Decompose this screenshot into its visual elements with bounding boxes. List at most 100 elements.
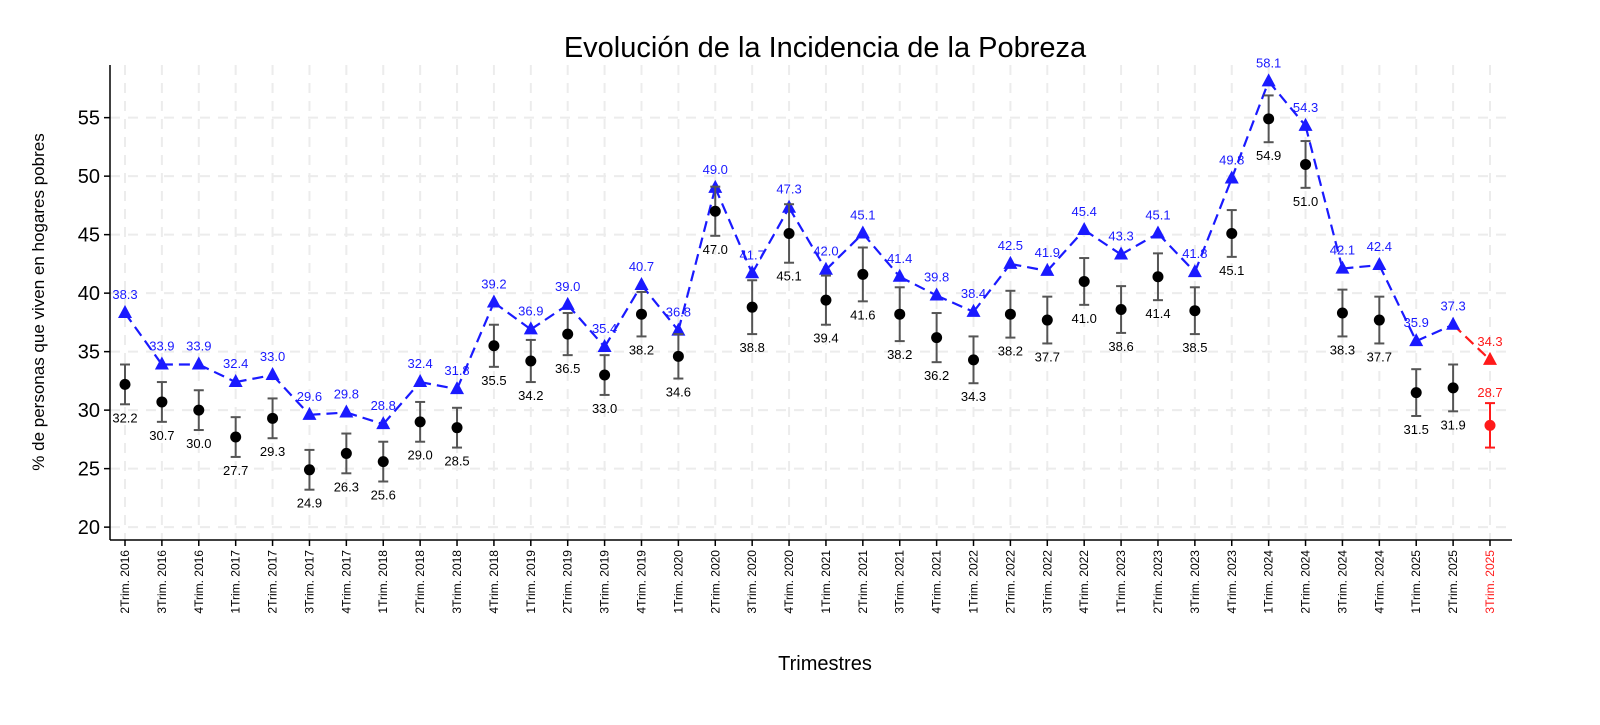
triangle-marker bbox=[1298, 117, 1313, 131]
x-tick-label: 2Trim. 2025 bbox=[1446, 550, 1460, 614]
x-tick-label: 2Trim. 2016 bbox=[118, 550, 132, 614]
triangle-marker bbox=[486, 294, 501, 308]
y-tick-label: 35 bbox=[78, 342, 100, 364]
point-marker bbox=[672, 350, 684, 362]
point-marker bbox=[968, 354, 980, 366]
x-tick-label: 1Trim. 2024 bbox=[1262, 550, 1276, 614]
data-label-blue: 33.0 bbox=[260, 349, 285, 364]
point-marker bbox=[1041, 314, 1053, 326]
x-tick-label: 2Trim. 2022 bbox=[1003, 550, 1017, 614]
data-label-black: 45.1 bbox=[776, 269, 801, 284]
data-label-blue: 38.3 bbox=[112, 287, 137, 302]
point-marker bbox=[1263, 113, 1275, 125]
point-marker bbox=[1152, 271, 1164, 283]
data-label-blue: 28.8 bbox=[371, 398, 396, 413]
triangle-marker bbox=[1372, 257, 1387, 271]
triangle-marker bbox=[523, 321, 538, 335]
x-tick-label: 3Trim. 2025 bbox=[1483, 550, 1497, 614]
series-line-segment bbox=[382, 381, 421, 425]
data-label-black: 31.5 bbox=[1404, 422, 1429, 437]
triangle-marker bbox=[966, 303, 981, 317]
point-marker bbox=[488, 340, 500, 352]
data-label-blue: 32.4 bbox=[407, 356, 432, 371]
series-line-segment bbox=[456, 302, 495, 390]
point-marker bbox=[783, 227, 795, 239]
series-line-segment bbox=[346, 411, 384, 426]
data-label-black: 38.5 bbox=[1182, 340, 1207, 355]
triangle-marker bbox=[597, 338, 612, 352]
data-label-black: 28.5 bbox=[444, 454, 469, 469]
data-label-black: 38.3 bbox=[1330, 342, 1355, 357]
data-label-black: 29.3 bbox=[260, 444, 285, 459]
data-label-blue: 34.3 bbox=[1477, 334, 1502, 349]
triangle-marker bbox=[265, 367, 280, 381]
data-label-blue: 39.8 bbox=[924, 269, 949, 284]
point-marker bbox=[1189, 305, 1201, 317]
data-label-blue: 33.9 bbox=[149, 339, 174, 354]
series-line-segment bbox=[309, 411, 347, 416]
x-tick-label: 3Trim. 2024 bbox=[1335, 550, 1349, 614]
triangle-marker bbox=[855, 225, 870, 239]
data-label-black: 36.2 bbox=[924, 368, 949, 383]
data-label-blue: 40.7 bbox=[629, 259, 654, 274]
x-tick-label: 1Trim. 2017 bbox=[229, 550, 243, 614]
triangle-marker bbox=[1114, 246, 1129, 260]
point-marker bbox=[1447, 382, 1459, 394]
data-label-blue: 29.6 bbox=[297, 389, 322, 404]
triangle-marker bbox=[1224, 170, 1239, 184]
series-line-segment bbox=[1452, 323, 1491, 361]
x-tick-label: 3Trim. 2020 bbox=[745, 550, 759, 614]
data-label-black: 35.5 bbox=[481, 373, 506, 388]
data-label-black: 32.2 bbox=[112, 410, 137, 425]
x-tick-label: 1Trim. 2022 bbox=[967, 550, 981, 614]
x-tick-label: 2Trim. 2017 bbox=[266, 550, 280, 614]
data-label-blue: 58.1 bbox=[1256, 55, 1281, 70]
data-label-black: 30.0 bbox=[186, 436, 211, 451]
x-tick-label: 4Trim. 2018 bbox=[487, 550, 501, 614]
x-tick-label: 1Trim. 2023 bbox=[1114, 550, 1128, 614]
series-line-segment bbox=[603, 284, 643, 348]
data-label-blue: 39.2 bbox=[481, 277, 506, 292]
series-line-segment bbox=[419, 380, 458, 391]
data-label-blue: 42.5 bbox=[998, 238, 1023, 253]
data-label-blue: 49.0 bbox=[703, 162, 728, 177]
point-marker bbox=[562, 328, 574, 340]
point-marker bbox=[857, 268, 869, 280]
x-tick-label: 1Trim. 2019 bbox=[524, 550, 538, 614]
data-label-black: 34.6 bbox=[666, 385, 691, 400]
data-label-black: 29.0 bbox=[407, 448, 432, 463]
triangle-marker bbox=[1187, 264, 1202, 278]
series-line-segment bbox=[788, 207, 827, 271]
triangle-marker bbox=[450, 381, 465, 395]
y-tick-label: 25 bbox=[78, 459, 100, 481]
series-line-segment bbox=[1010, 262, 1048, 272]
x-tick-label: 4Trim. 2024 bbox=[1372, 550, 1386, 614]
series-line-segment bbox=[825, 232, 864, 271]
triangle-marker bbox=[154, 356, 169, 370]
data-label-blue: 45.1 bbox=[1145, 207, 1170, 222]
series-line-segment bbox=[566, 304, 606, 348]
series-line-segment bbox=[751, 207, 791, 274]
series-line-segment bbox=[1304, 125, 1344, 269]
data-label-black: 39.4 bbox=[813, 331, 838, 346]
data-label-black: 37.7 bbox=[1035, 349, 1060, 364]
x-tick-label: 1Trim. 2025 bbox=[1409, 550, 1423, 614]
y-tick-label: 45 bbox=[78, 225, 100, 247]
series-line-segment bbox=[936, 294, 974, 313]
data-label-black: 38.6 bbox=[1108, 339, 1133, 354]
series-line-segment bbox=[899, 275, 938, 297]
data-label-blue: 36.9 bbox=[518, 303, 543, 318]
series-line-segment bbox=[1342, 263, 1380, 270]
triangle-marker bbox=[1261, 73, 1276, 87]
x-tick-label: 2Trim. 2020 bbox=[708, 550, 722, 614]
data-label-blue: 42.4 bbox=[1367, 239, 1392, 254]
data-label-black: 34.3 bbox=[961, 389, 986, 404]
point-marker bbox=[230, 431, 242, 443]
series-line-segment bbox=[1415, 323, 1454, 343]
x-tick-label: 3Trim. 2016 bbox=[155, 550, 169, 614]
point-marker bbox=[1410, 387, 1422, 399]
data-label-blue: 42.1 bbox=[1330, 243, 1355, 258]
data-label-black: 36.5 bbox=[555, 361, 580, 376]
data-label-black: 41.0 bbox=[1072, 311, 1097, 326]
data-label-black: 38.2 bbox=[629, 342, 654, 357]
